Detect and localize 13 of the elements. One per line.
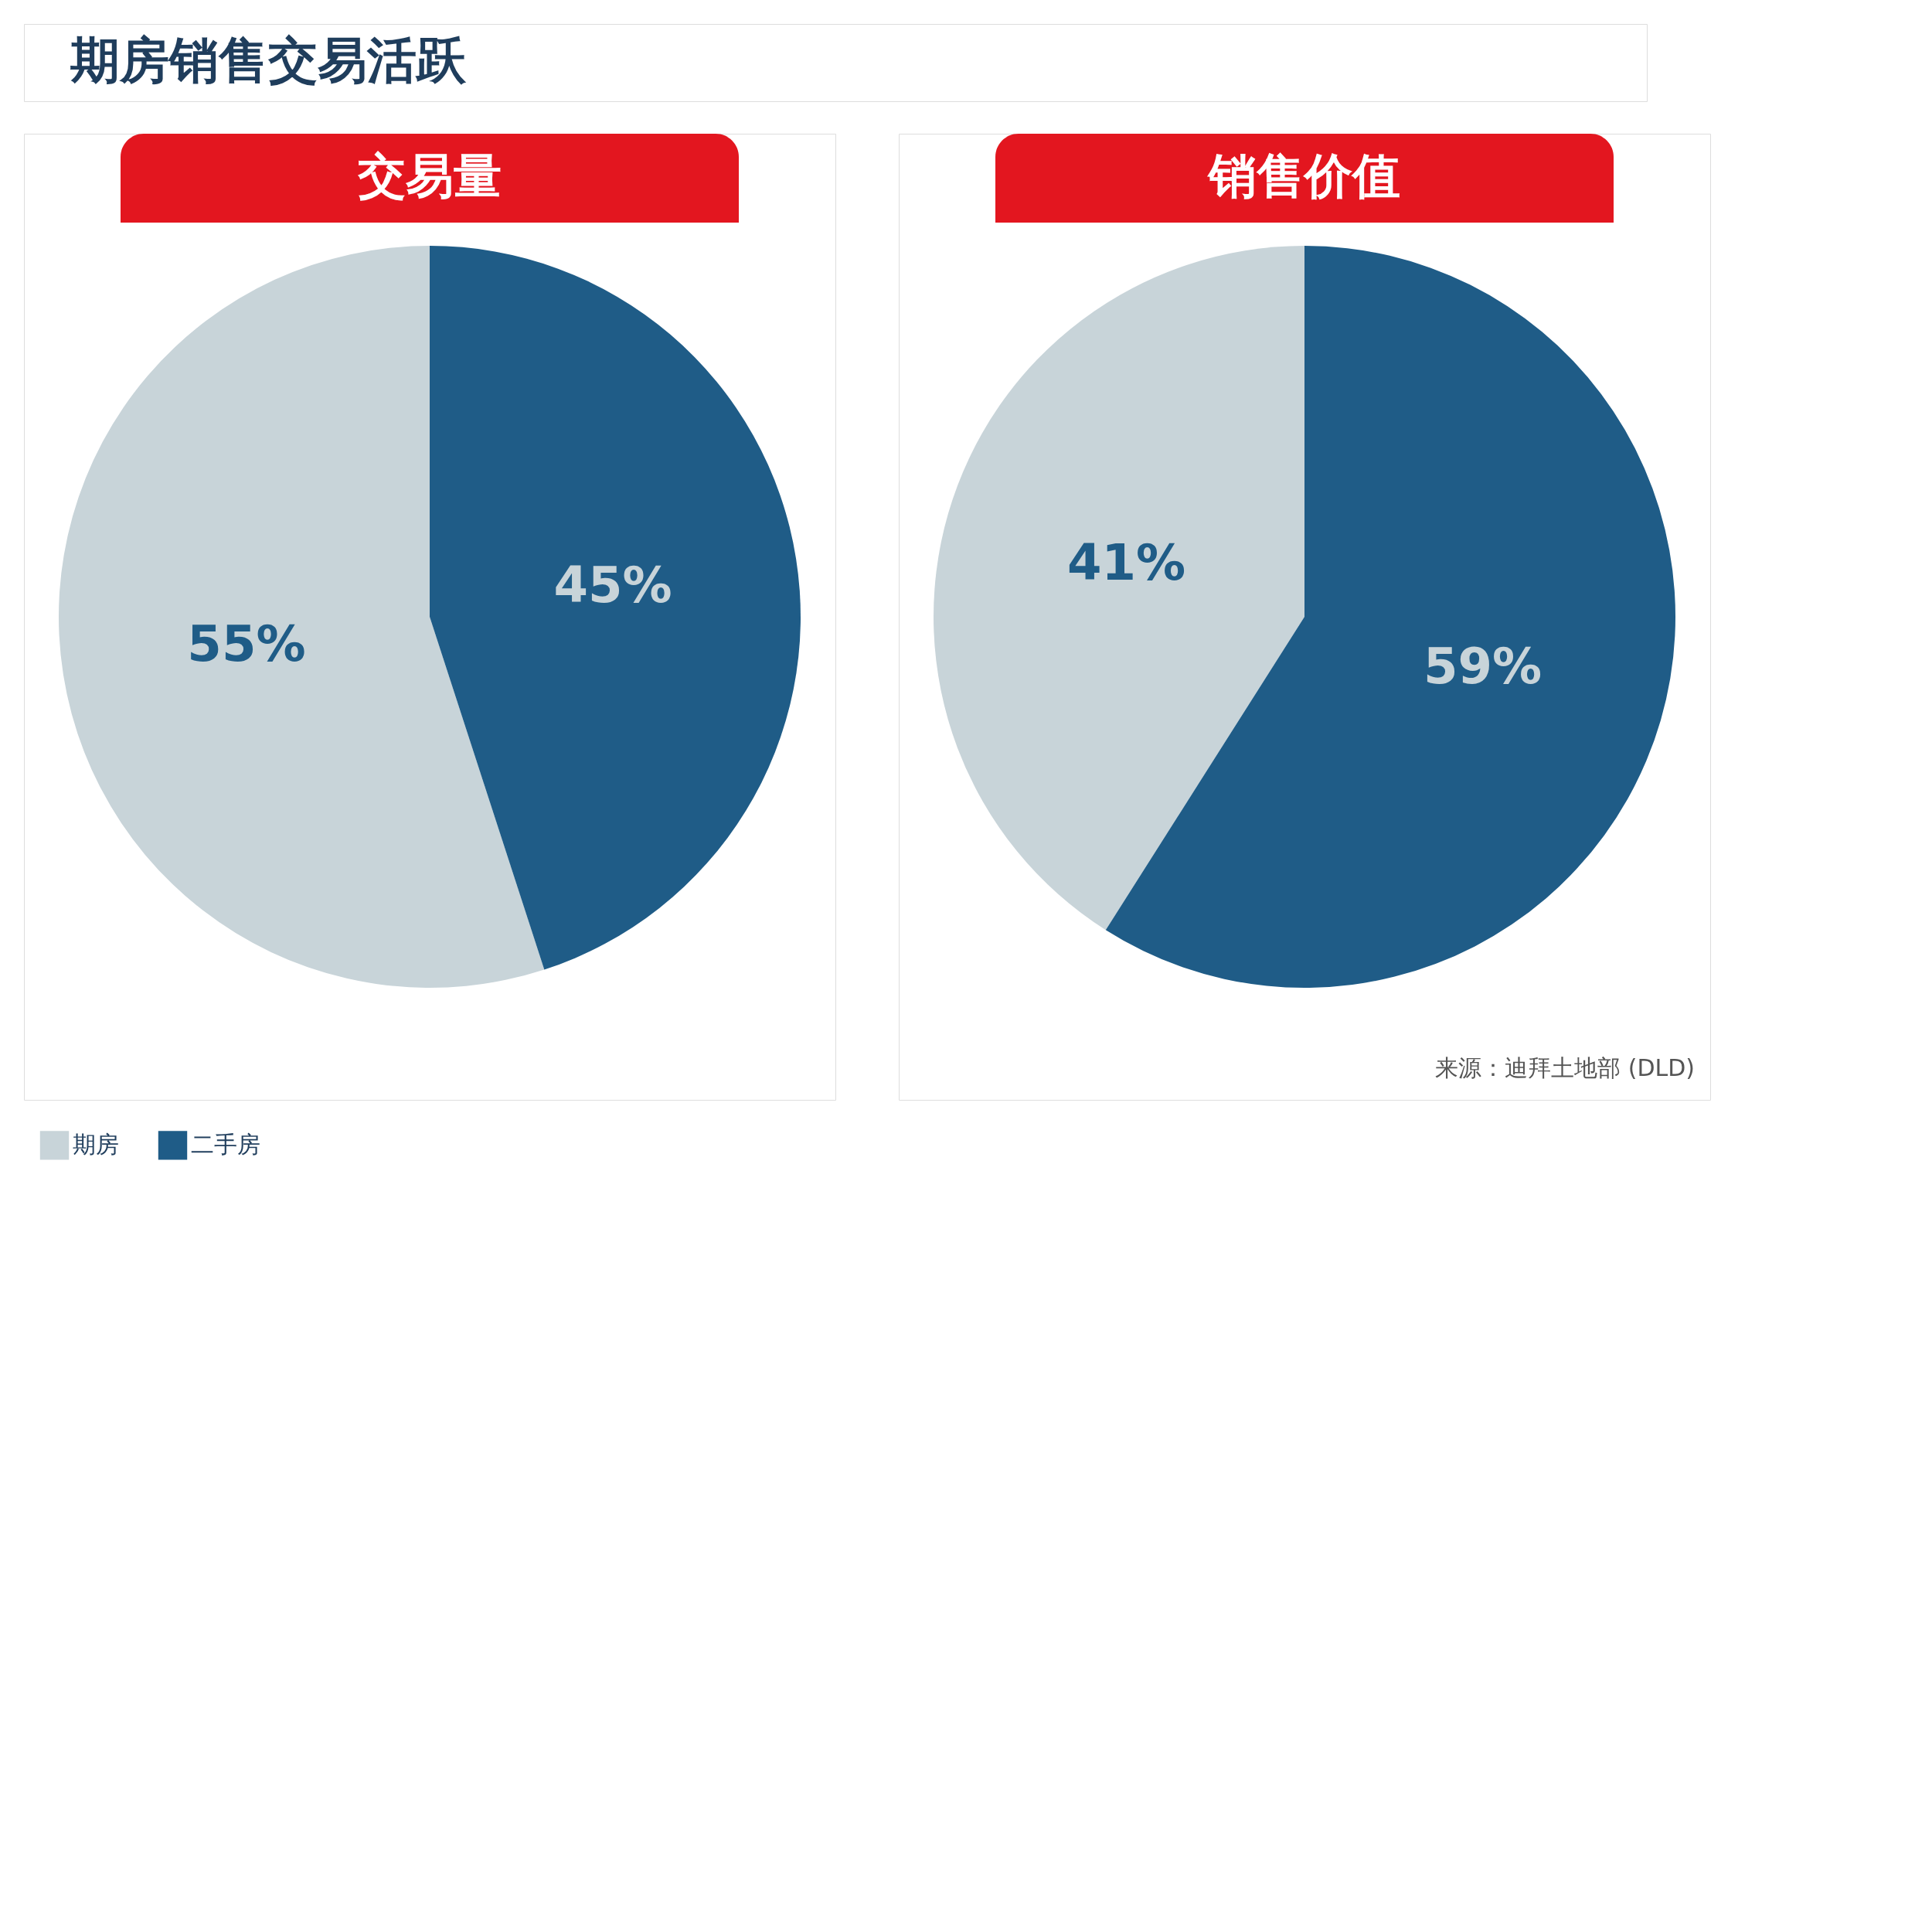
- legend-label: 期房: [73, 1130, 119, 1158]
- chart-title: 销售价值: [1206, 148, 1400, 204]
- text: 期房销售交易活跃: [70, 32, 467, 89]
- chart-title: 交易量: [357, 148, 502, 204]
- data-label: 45%: [553, 556, 672, 614]
- legend-label: 二手房: [191, 1130, 260, 1158]
- data-label: 41%: [1066, 534, 1186, 592]
- pie-slice: [934, 246, 1304, 931]
- pie-slice: [430, 246, 801, 970]
- source-note: 来源：迪拜土地部 (DLD): [1435, 1054, 1695, 1081]
- pie-slice: [59, 246, 545, 988]
- data-label: 55%: [187, 614, 306, 672]
- data-label: 59%: [1423, 637, 1543, 695]
